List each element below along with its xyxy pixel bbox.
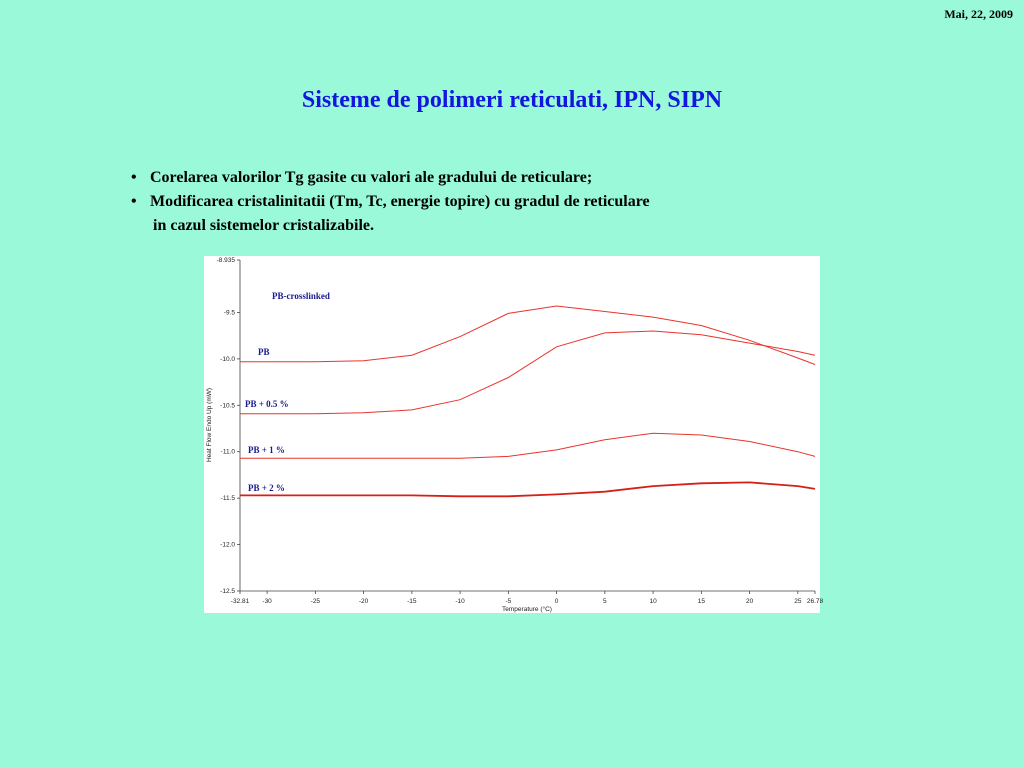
text-line: in cazul sistemelor cristalizabile. (153, 217, 374, 234)
slide-title: Sisteme de polimeri reticulati, IPN, SIP… (302, 87, 723, 113)
annotation: PB-crosslinked (272, 291, 330, 301)
series-line (240, 305, 816, 365)
x-tick-label: 20 (746, 598, 754, 605)
y-tick-label: -11.5 (221, 495, 236, 502)
x-tick-label: 26.78 (807, 598, 824, 605)
series-line (240, 432, 816, 459)
series-line (240, 481, 816, 498)
x-tick-label: 25 (794, 598, 802, 605)
series-label: PB + 2 % (248, 483, 285, 493)
x-tick-label: -10 (455, 598, 465, 605)
y-axis-label: Heat Flow Endo Up (mW) (206, 388, 213, 462)
x-tick-label: 5 (603, 598, 607, 605)
series-label: PB + 0.5 % (245, 399, 289, 409)
text-line: Modificarea cristalinitatii (Tm, Tc, ene… (150, 193, 650, 210)
x-tick-label: -32.81 (231, 598, 250, 605)
y-tick-label: -8.935 (217, 257, 236, 264)
y-tick-label: -12.0 (220, 542, 235, 549)
x-tick-label: -20 (359, 598, 369, 605)
x-tick-label: 15 (698, 598, 706, 605)
x-tick-label: 10 (649, 598, 657, 605)
y-tick-label: -9.5 (224, 309, 236, 316)
x-tick-label: -5 (505, 598, 511, 605)
text-line: Corelarea valorilor Tg gasite cu valori … (150, 169, 592, 186)
y-tick-label: -10.5 (220, 402, 235, 409)
y-tick-label: -10.0 (220, 356, 235, 363)
chart-panel (204, 256, 820, 613)
x-tick-label: -30 (262, 598, 272, 605)
series-line (240, 330, 816, 415)
series-label: PB (258, 347, 270, 357)
x-axis-label: Temperature (°C) (502, 605, 552, 613)
date: Mai, 22, 2009 (944, 7, 1013, 21)
bullet: • (131, 169, 137, 186)
x-tick-label: -25 (311, 598, 321, 605)
x-tick-label: -15 (407, 598, 417, 605)
x-tick-label: 0 (555, 598, 559, 605)
y-tick-label: -12.5 (220, 588, 235, 595)
bullet: • (131, 193, 137, 210)
series-label: PB + 1 % (248, 445, 285, 455)
y-tick-label: -11.0 (221, 449, 236, 456)
